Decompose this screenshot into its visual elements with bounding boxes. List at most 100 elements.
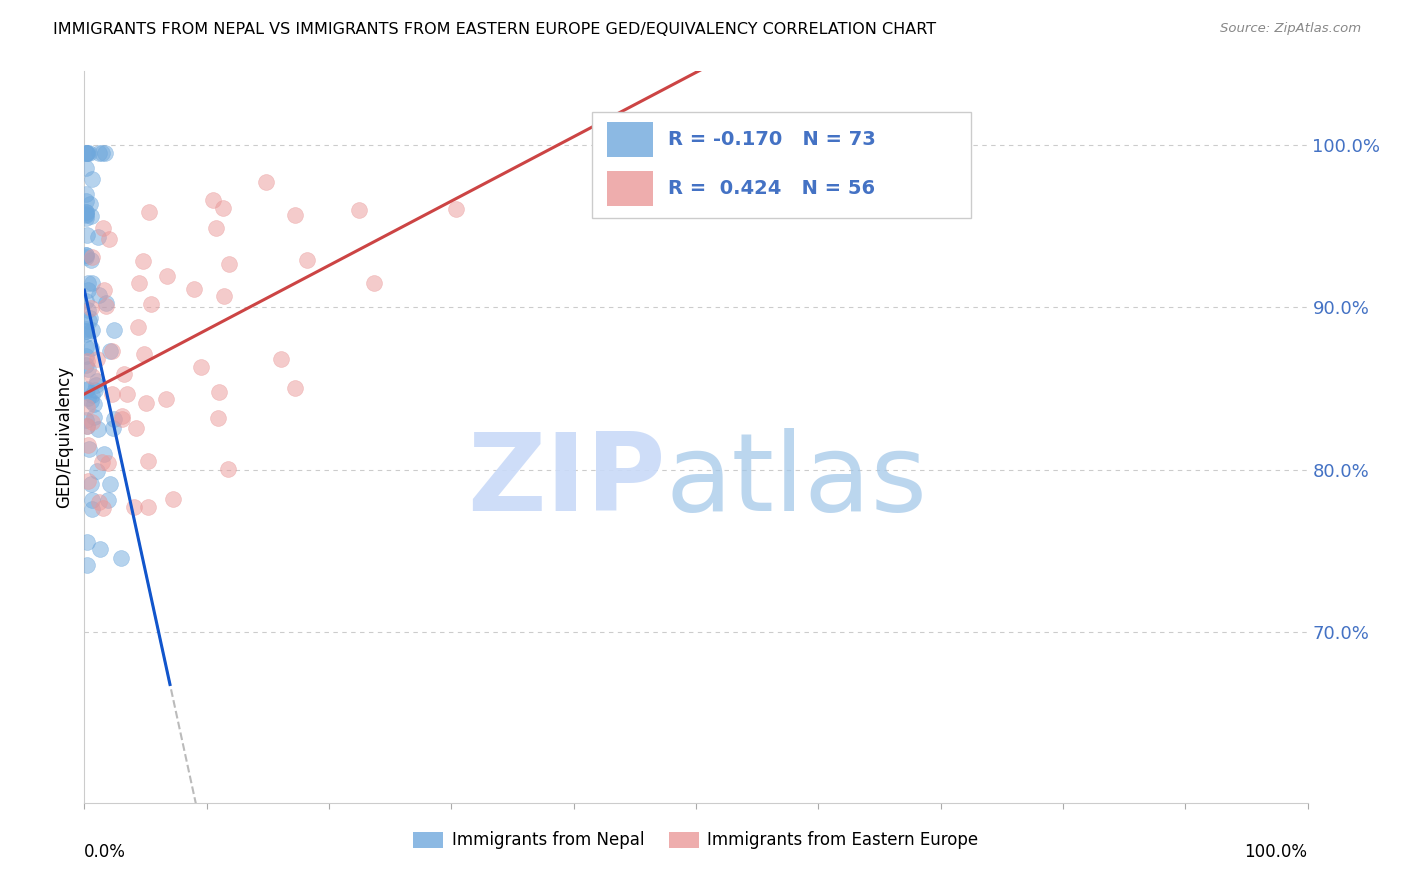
Point xyxy=(162,492,184,507)
Point xyxy=(75,187,97,202)
Point xyxy=(103,421,125,435)
Point xyxy=(136,454,159,468)
Point xyxy=(75,161,97,175)
Point xyxy=(75,324,97,338)
Point xyxy=(212,201,235,215)
Point xyxy=(80,477,103,491)
Point xyxy=(75,349,97,363)
Point xyxy=(89,542,111,557)
Point xyxy=(127,319,149,334)
Point xyxy=(124,500,146,514)
Point xyxy=(75,145,97,160)
Point xyxy=(98,344,121,359)
Point xyxy=(82,388,104,402)
Point xyxy=(77,442,100,457)
Point xyxy=(139,297,162,311)
Point xyxy=(77,362,100,376)
Point xyxy=(87,422,110,436)
Point xyxy=(80,341,103,355)
Point xyxy=(208,385,231,400)
Point xyxy=(155,392,177,407)
Point xyxy=(76,438,98,452)
FancyBboxPatch shape xyxy=(606,122,654,157)
Point xyxy=(207,411,229,425)
Point xyxy=(75,194,97,208)
Point xyxy=(76,558,98,572)
Point xyxy=(79,209,101,223)
Point xyxy=(283,381,305,395)
Point xyxy=(75,326,97,341)
Point xyxy=(86,230,108,244)
Point xyxy=(83,410,105,425)
Point xyxy=(101,343,124,358)
Point xyxy=(76,534,98,549)
Point xyxy=(111,409,134,424)
Point xyxy=(86,351,108,366)
Point xyxy=(76,418,98,433)
Point xyxy=(190,359,212,374)
Point xyxy=(363,276,385,290)
Point xyxy=(76,276,98,290)
Point xyxy=(110,551,132,566)
Point xyxy=(87,495,110,509)
Text: ZIP: ZIP xyxy=(467,428,665,534)
Point xyxy=(76,382,98,396)
Point xyxy=(75,145,97,160)
Point xyxy=(82,493,104,508)
Legend: Immigrants from Nepal, Immigrants from Eastern Europe: Immigrants from Nepal, Immigrants from E… xyxy=(413,831,979,849)
Point xyxy=(98,476,121,491)
Point xyxy=(77,302,100,317)
Text: Source: ZipAtlas.com: Source: ZipAtlas.com xyxy=(1220,22,1361,36)
Point xyxy=(94,145,117,160)
Point xyxy=(90,145,112,160)
Point xyxy=(128,276,150,290)
Point xyxy=(79,252,101,267)
Point xyxy=(103,323,125,337)
Point xyxy=(80,276,103,290)
Point xyxy=(75,248,97,262)
Point xyxy=(136,500,159,514)
Point xyxy=(75,207,97,221)
Text: 100.0%: 100.0% xyxy=(1244,843,1308,861)
Point xyxy=(183,282,205,296)
Point xyxy=(79,197,101,211)
Point xyxy=(77,284,100,298)
Point xyxy=(82,172,104,186)
Point xyxy=(111,412,134,426)
Point xyxy=(254,175,277,189)
Point xyxy=(82,502,104,516)
FancyBboxPatch shape xyxy=(606,171,654,206)
Point xyxy=(270,351,292,366)
FancyBboxPatch shape xyxy=(592,112,972,218)
Point xyxy=(76,391,98,405)
Text: IMMIGRANTS FROM NEPAL VS IMMIGRANTS FROM EASTERN EUROPE GED/EQUIVALENCY CORRELAT: IMMIGRANTS FROM NEPAL VS IMMIGRANTS FROM… xyxy=(53,22,936,37)
Point xyxy=(76,401,98,415)
Text: 0.0%: 0.0% xyxy=(84,843,127,861)
Point xyxy=(76,145,98,160)
Point xyxy=(295,252,318,267)
Point xyxy=(77,314,100,328)
Point xyxy=(80,301,103,315)
Text: R = -0.170   N = 73: R = -0.170 N = 73 xyxy=(668,130,876,149)
Point xyxy=(125,421,148,435)
Point xyxy=(79,145,101,160)
Point xyxy=(79,310,101,325)
Point xyxy=(76,419,98,434)
Point xyxy=(217,462,239,476)
Point xyxy=(91,221,114,235)
Point xyxy=(75,383,97,397)
Point xyxy=(82,323,104,337)
Point xyxy=(75,358,97,372)
Point xyxy=(75,250,97,264)
Point xyxy=(75,208,97,222)
Point xyxy=(135,396,157,410)
Point xyxy=(218,257,240,271)
Point xyxy=(75,322,97,336)
Point xyxy=(77,475,100,489)
Point xyxy=(115,386,138,401)
Point xyxy=(75,205,97,219)
Point xyxy=(214,289,236,303)
Point xyxy=(75,211,97,226)
Point xyxy=(132,254,155,268)
Point xyxy=(86,464,108,478)
